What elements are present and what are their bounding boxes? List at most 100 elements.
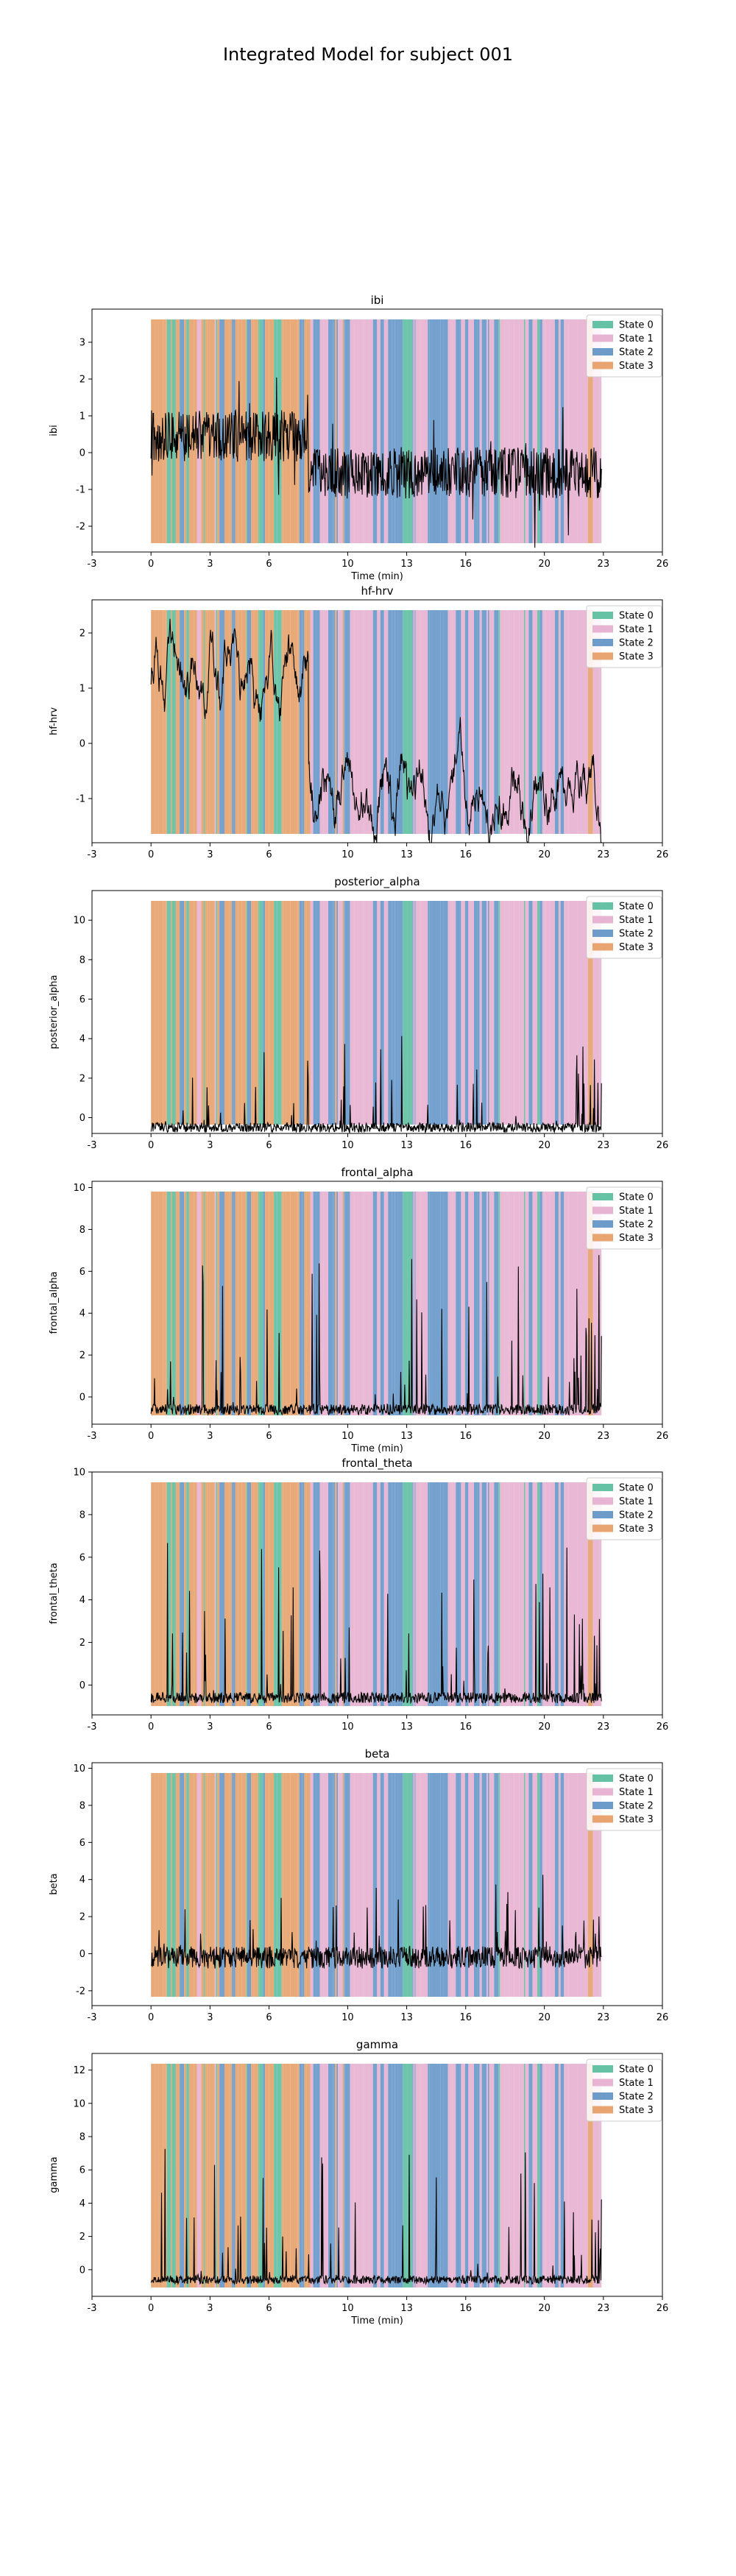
legend: State 0 State 1 State 2 State 3 [586, 1768, 662, 1831]
signal-line [150, 1543, 602, 1705]
figure-title: Integrated Model for subject 001 [222, 44, 514, 65]
state-band [473, 2064, 478, 2287]
state-band [364, 901, 369, 1125]
state-band [508, 2064, 510, 2287]
state-band [241, 1773, 246, 1997]
state-band [528, 1773, 533, 1997]
signal-line [150, 377, 602, 548]
state-band [313, 319, 316, 543]
y-tick-label: 4 [79, 1875, 85, 1886]
state-band [514, 2064, 520, 2287]
state-band [394, 901, 398, 1125]
state-band [383, 610, 389, 834]
y-axis-label: posterior_alpha [49, 975, 60, 1050]
state-band [558, 2064, 561, 2287]
state-band [151, 319, 155, 543]
x-tick-label: 6 [266, 1140, 272, 1151]
state-band [338, 1192, 339, 1415]
state-band [328, 610, 333, 834]
state-band [233, 610, 236, 834]
state-band [487, 2064, 489, 2287]
state-band [542, 1192, 545, 1415]
state-band [537, 1773, 540, 1997]
state-band [316, 319, 320, 543]
state-band [277, 1192, 282, 1415]
y-tick-label: 8 [79, 955, 85, 966]
state-band [372, 901, 378, 1125]
state-band [415, 319, 421, 543]
state-band [431, 1192, 437, 1415]
state-band [175, 319, 180, 543]
state-band [477, 610, 480, 834]
state-band [407, 1482, 413, 1706]
state-band [319, 1773, 324, 1997]
state-band [473, 610, 478, 834]
state-band [523, 1192, 526, 1415]
state-band [489, 610, 495, 834]
state-band [281, 1192, 283, 1415]
state-band [304, 610, 307, 834]
state-band [440, 1192, 444, 1415]
state-band [175, 2064, 180, 2287]
state-band [583, 2064, 588, 2287]
state-band [583, 1773, 588, 1997]
state-band [587, 319, 593, 543]
state-band [194, 610, 197, 834]
state-band [338, 2064, 339, 2287]
state-band [247, 1773, 252, 1997]
state-band [422, 1773, 428, 1997]
state-band [310, 610, 314, 834]
state-band [194, 901, 197, 1125]
state-band [479, 610, 482, 834]
y-tick-label: 8 [79, 2132, 85, 2143]
y-tick-label: 10 [73, 1763, 85, 1774]
state-band [377, 901, 381, 1125]
state-band [354, 319, 358, 543]
legend-swatch [592, 1220, 613, 1228]
state-band [487, 1192, 489, 1415]
subplot-title: gamma [356, 2038, 398, 2051]
state-band [498, 319, 500, 543]
state-band [207, 610, 211, 834]
state-band [217, 1192, 220, 1415]
legend-swatch [592, 1484, 613, 1491]
x-tick-label: 16 [459, 559, 472, 570]
state-band [456, 2064, 460, 2287]
y-tick-label: 6 [79, 2165, 85, 2176]
state-band [201, 2064, 205, 2287]
state-band [532, 1482, 537, 1706]
state-band [403, 901, 408, 1125]
state-band [508, 1192, 510, 1415]
state-band [487, 1482, 489, 1706]
state-band [504, 319, 507, 543]
state-band [231, 1482, 233, 1706]
y-tick-label: 4 [79, 1034, 85, 1045]
state-band [459, 1192, 461, 1415]
state-band [339, 2064, 343, 2287]
state-band [413, 1773, 415, 1997]
state-band [166, 319, 171, 543]
state-band [306, 1482, 311, 1706]
state-band [194, 1773, 197, 1997]
x-tick-label: -3 [88, 2012, 97, 2023]
state-band [514, 610, 520, 834]
state-band [509, 610, 514, 834]
x-tick-label: 6 [266, 559, 272, 570]
state-band [564, 610, 569, 834]
legend-entry: State 0 [619, 1483, 654, 1494]
state-band [468, 319, 473, 543]
state-band [587, 901, 593, 1125]
state-band [263, 1773, 266, 1997]
state-band [229, 1773, 232, 1997]
x-tick-label: 6 [266, 1431, 272, 1442]
state-band [184, 610, 187, 834]
state-band [452, 610, 456, 834]
x-tick-label: 0 [148, 2303, 154, 2314]
state-band [354, 1482, 358, 1706]
state-band [186, 1192, 189, 1415]
state-band [344, 610, 350, 834]
state-band [216, 901, 218, 1125]
state-band [251, 319, 254, 543]
state-band [407, 610, 413, 834]
state-band [188, 610, 194, 834]
